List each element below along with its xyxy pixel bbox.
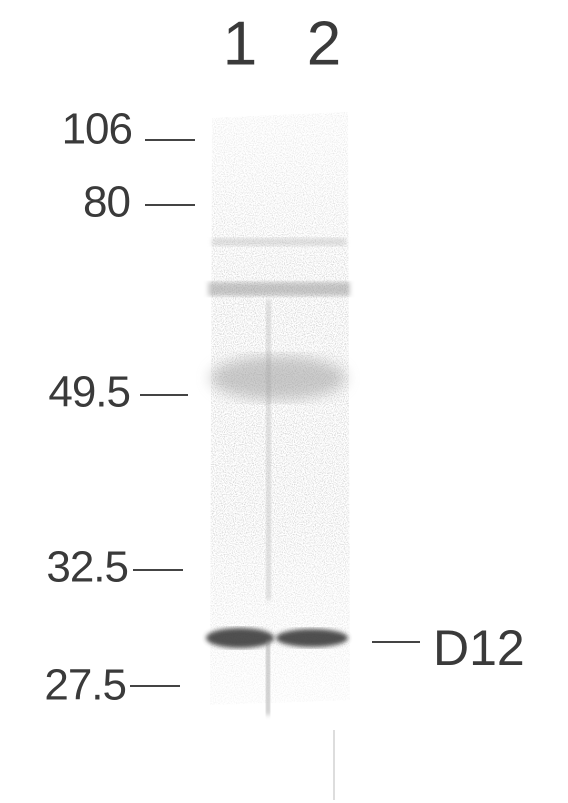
streak <box>266 300 271 600</box>
lane-label: 1 <box>223 9 257 78</box>
streak-lower <box>266 640 270 715</box>
gel-lanes <box>210 112 350 705</box>
marker-label: 27.5 <box>44 661 126 710</box>
band-mid <box>210 356 346 400</box>
marker-label: 32.5 <box>46 543 128 592</box>
band-d12-lane2 <box>276 629 348 647</box>
band-upper <box>208 282 350 296</box>
blot-figure: 1 2 106 80 49.5 32.5 27.5 D12 <box>0 0 568 803</box>
band-faint <box>212 238 346 246</box>
marker-label: 106 <box>62 105 132 154</box>
band-label: D12 <box>433 620 525 676</box>
marker-label: 49.5 <box>48 368 130 417</box>
marker-label: 80 <box>83 178 130 227</box>
gel <box>206 112 350 800</box>
band-d12-lane1 <box>206 628 274 648</box>
lane-label: 2 <box>307 9 341 78</box>
